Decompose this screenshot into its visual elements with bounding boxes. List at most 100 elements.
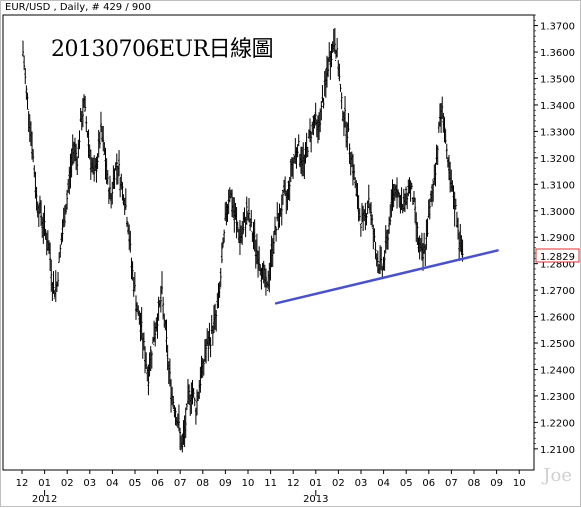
price-bar bbox=[192, 387, 195, 398]
price-bar bbox=[140, 307, 143, 340]
price-bar bbox=[319, 108, 322, 133]
price-bar bbox=[150, 349, 153, 369]
price-bar bbox=[156, 313, 159, 339]
price-bar bbox=[258, 246, 261, 271]
price-bar bbox=[209, 337, 212, 358]
y-tick-label: 1.3400 bbox=[540, 101, 575, 112]
price-bar bbox=[222, 237, 225, 249]
x-tick-label: 01 bbox=[38, 478, 51, 489]
price-bar bbox=[185, 403, 188, 411]
price-bar bbox=[25, 85, 28, 100]
price-bar bbox=[23, 55, 26, 71]
price-bar bbox=[333, 27, 336, 54]
price-bar bbox=[275, 225, 278, 242]
price-bar bbox=[218, 281, 221, 298]
price-bar bbox=[99, 111, 102, 133]
y-tick-label: 1.3100 bbox=[540, 180, 575, 191]
price-bar bbox=[44, 228, 47, 240]
price-bar bbox=[336, 37, 339, 58]
x-tick-label: 03 bbox=[83, 478, 96, 489]
price-bar bbox=[40, 200, 43, 226]
price-bar bbox=[162, 296, 165, 320]
price-bar bbox=[113, 168, 116, 189]
price-bar bbox=[348, 143, 351, 164]
price-bar bbox=[57, 271, 60, 287]
price-bar bbox=[43, 205, 46, 237]
price-bar bbox=[434, 162, 437, 187]
price-bar bbox=[202, 359, 205, 376]
price-bar bbox=[121, 182, 124, 201]
price-bar bbox=[272, 230, 275, 254]
price-bar bbox=[194, 407, 197, 425]
price-bar bbox=[322, 97, 325, 109]
price-bar bbox=[443, 117, 446, 143]
price-bar bbox=[220, 242, 223, 264]
price-bar bbox=[50, 259, 53, 292]
year-label: 2012 bbox=[32, 494, 57, 505]
y-tick-label: 1.2600 bbox=[540, 313, 575, 324]
price-bar bbox=[347, 113, 350, 132]
price-bar bbox=[84, 95, 87, 112]
price-bar bbox=[133, 272, 136, 292]
price-bar bbox=[327, 57, 330, 77]
price-bar bbox=[296, 144, 299, 158]
x-tick-label: 06 bbox=[151, 478, 164, 489]
price-bar bbox=[22, 40, 24, 57]
price-bar bbox=[414, 197, 417, 224]
price-bar bbox=[264, 268, 267, 296]
price-bar bbox=[297, 134, 300, 146]
x-tick-label: 04 bbox=[377, 478, 390, 489]
price-bar bbox=[165, 319, 168, 353]
price-bar bbox=[330, 43, 333, 68]
year-label: 2013 bbox=[303, 494, 328, 505]
x-tick-label: 12 bbox=[16, 478, 29, 489]
price-bar bbox=[106, 170, 109, 185]
y-tick-label: 1.3300 bbox=[540, 127, 575, 138]
price-bar bbox=[236, 221, 239, 233]
price-bar bbox=[306, 146, 309, 157]
price-bar bbox=[60, 232, 63, 245]
price-bar bbox=[338, 63, 341, 82]
price-bar bbox=[371, 214, 374, 228]
price-bar bbox=[199, 366, 202, 393]
price-bar bbox=[78, 130, 81, 150]
price-bar bbox=[381, 265, 384, 278]
price-bar bbox=[250, 210, 253, 228]
price-bar bbox=[428, 198, 431, 220]
last-price-label: 1.2829 bbox=[540, 252, 575, 263]
symbol-info: EUR/USD , Daily, # 429 / 900 bbox=[5, 2, 151, 13]
price-bar bbox=[424, 244, 427, 267]
x-tick-label: 08 bbox=[196, 478, 209, 489]
price-bar bbox=[410, 182, 413, 190]
price-bar bbox=[346, 122, 349, 151]
x-tick-label: 08 bbox=[468, 478, 481, 489]
price-bar bbox=[118, 150, 121, 177]
price-bar bbox=[241, 220, 244, 245]
price-bar bbox=[288, 176, 291, 201]
price-bar bbox=[125, 216, 128, 227]
x-tick-label: 01 bbox=[309, 478, 322, 489]
x-tick-label: 11 bbox=[264, 478, 277, 489]
price-bar bbox=[215, 309, 218, 332]
x-tick-label: 07 bbox=[445, 478, 458, 489]
price-bar bbox=[358, 208, 361, 221]
price-bar bbox=[416, 222, 419, 246]
price-bar bbox=[310, 131, 313, 153]
price-bar bbox=[245, 196, 248, 225]
price-bar bbox=[426, 218, 429, 237]
trendline bbox=[274, 249, 499, 305]
x-tick-label: 02 bbox=[61, 478, 74, 489]
price-bar bbox=[406, 192, 409, 210]
y-tick-label: 1.2300 bbox=[540, 392, 575, 403]
price-bar bbox=[280, 194, 283, 226]
price-bar bbox=[49, 242, 52, 272]
price-bar bbox=[339, 83, 342, 92]
price-bar bbox=[235, 207, 238, 239]
price-bar bbox=[147, 364, 150, 396]
price-bar bbox=[87, 129, 90, 158]
price-bar bbox=[159, 285, 162, 313]
price-bar bbox=[442, 112, 445, 133]
y-tick-label: 1.2700 bbox=[540, 286, 575, 297]
